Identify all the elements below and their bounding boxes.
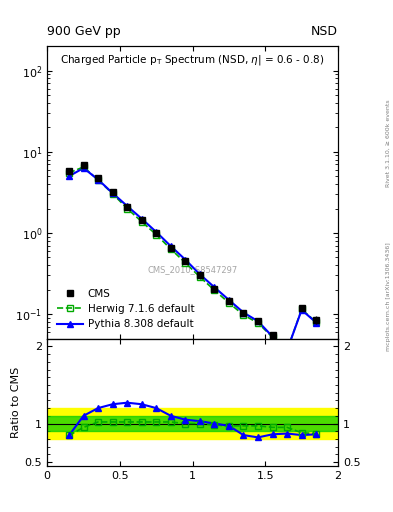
Text: Charged Particle p$_{\rm T}$ Spectrum (NSD, $\eta$| = 0.6 - 0.8): Charged Particle p$_{\rm T}$ Spectrum (N… (61, 53, 325, 68)
Text: Rivet 3.1.10, ≥ 600k events: Rivet 3.1.10, ≥ 600k events (386, 99, 391, 187)
Text: mcplots.cern.ch [arXiv:1306.3436]: mcplots.cern.ch [arXiv:1306.3436] (386, 243, 391, 351)
Legend: CMS, Herwig 7.1.6 default, Pythia 8.308 default: CMS, Herwig 7.1.6 default, Pythia 8.308 … (52, 285, 198, 333)
Bar (47, 416, 338, 431)
Text: 900 GeV pp: 900 GeV pp (47, 26, 121, 38)
Y-axis label: Ratio to CMS: Ratio to CMS (11, 367, 20, 438)
Bar (47, 408, 338, 439)
Text: CMS_2010_S8547297: CMS_2010_S8547297 (147, 265, 238, 274)
Text: NSD: NSD (311, 26, 338, 38)
